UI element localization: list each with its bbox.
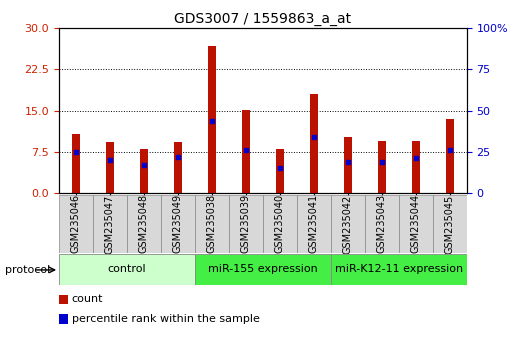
Bar xyxy=(331,254,467,285)
Point xyxy=(242,147,250,153)
Text: miR-K12-11 expression: miR-K12-11 expression xyxy=(335,264,463,274)
Point xyxy=(446,147,454,153)
Bar xyxy=(399,195,433,253)
Point xyxy=(72,149,80,155)
Bar xyxy=(195,195,229,253)
Text: GSM235042: GSM235042 xyxy=(343,194,353,253)
Bar xyxy=(229,195,263,253)
Bar xyxy=(106,142,114,193)
Text: control: control xyxy=(108,264,146,274)
Text: count: count xyxy=(72,295,103,304)
Text: GSM235046: GSM235046 xyxy=(71,194,81,253)
Bar xyxy=(411,141,420,193)
Bar xyxy=(310,94,318,193)
Bar xyxy=(242,110,250,193)
Bar xyxy=(275,149,284,193)
Bar xyxy=(433,195,467,253)
Text: GSM235045: GSM235045 xyxy=(445,194,455,253)
Bar xyxy=(140,149,148,193)
Text: GSM235044: GSM235044 xyxy=(411,194,421,253)
Text: GSM235047: GSM235047 xyxy=(105,194,115,253)
Point xyxy=(174,154,182,160)
Bar xyxy=(174,142,182,193)
Bar xyxy=(127,195,161,253)
Bar xyxy=(446,119,454,193)
Text: GSM235043: GSM235043 xyxy=(377,194,387,253)
Point xyxy=(106,157,114,163)
Text: miR-155 expression: miR-155 expression xyxy=(208,264,318,274)
Point xyxy=(412,155,420,161)
Point xyxy=(310,134,318,140)
Text: percentile rank within the sample: percentile rank within the sample xyxy=(72,314,260,324)
Point xyxy=(276,165,284,171)
Bar xyxy=(72,134,80,193)
Bar xyxy=(344,137,352,193)
Bar xyxy=(331,195,365,253)
Text: protocol: protocol xyxy=(5,265,50,275)
Text: GSM235039: GSM235039 xyxy=(241,194,251,253)
Text: GSM235040: GSM235040 xyxy=(275,194,285,253)
Text: GSM235049: GSM235049 xyxy=(173,194,183,253)
Title: GDS3007 / 1559863_a_at: GDS3007 / 1559863_a_at xyxy=(174,12,351,26)
Bar xyxy=(365,195,399,253)
Point xyxy=(208,118,216,123)
Bar xyxy=(93,195,127,253)
Point xyxy=(344,159,352,165)
Bar xyxy=(297,195,331,253)
Text: GSM235041: GSM235041 xyxy=(309,194,319,253)
Bar xyxy=(161,195,195,253)
Point xyxy=(378,159,386,165)
Text: GSM235038: GSM235038 xyxy=(207,194,217,253)
Bar xyxy=(263,195,297,253)
Bar xyxy=(59,254,195,285)
Bar xyxy=(59,195,93,253)
Bar xyxy=(378,141,386,193)
Text: GSM235048: GSM235048 xyxy=(139,194,149,253)
Bar xyxy=(208,46,216,193)
Bar xyxy=(195,254,331,285)
Point xyxy=(140,162,148,168)
